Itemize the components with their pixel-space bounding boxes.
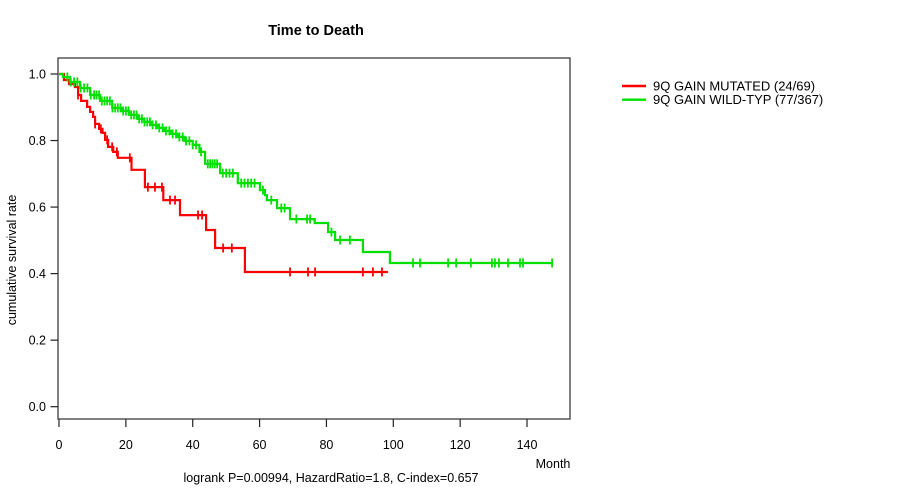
x-tick-label: 40: [186, 438, 200, 452]
y-axis-label: cumulative survival rate: [5, 195, 19, 326]
legend-label-0: 9Q GAIN MUTATED (24/69): [653, 79, 815, 94]
y-tick-label: 1.0: [29, 67, 46, 81]
x-tick-label: 140: [517, 438, 538, 452]
curves-layer: [59, 72, 553, 277]
plot-title: Time to Death: [268, 23, 364, 39]
y-tick-label: 0.6: [29, 200, 46, 214]
legend: 9Q GAIN MUTATED (24/69)9Q GAIN WILD-TYP …: [622, 79, 823, 107]
x-tick-label: 20: [119, 438, 133, 452]
footer-stats: logrank P=0.00994, HazardRatio=1.8, C-in…: [184, 471, 479, 485]
legend-label-1: 9Q GAIN WILD-TYP (77/367): [653, 92, 823, 107]
survival-curve-1: [59, 72, 553, 265]
y-tick-label: 0.0: [29, 400, 46, 414]
x-tick-label: 60: [253, 438, 267, 452]
x-tick-label: 120: [450, 438, 471, 452]
x-axis-label: Month: [536, 457, 571, 471]
x-tick-label: 100: [383, 438, 404, 452]
x-tick-label: 80: [319, 438, 333, 452]
plot-box: [57, 57, 571, 420]
x-tick-label: 0: [56, 438, 63, 452]
y-tick-label: 0.2: [29, 333, 46, 347]
y-tick-label: 0.8: [29, 134, 46, 148]
y-tick-label: 0.4: [29, 267, 46, 281]
axes-layer: 0 20 40 60 80 100 120 140 0.0 0.2 0.4 0.6 0.8 1.0: [29, 57, 571, 452]
